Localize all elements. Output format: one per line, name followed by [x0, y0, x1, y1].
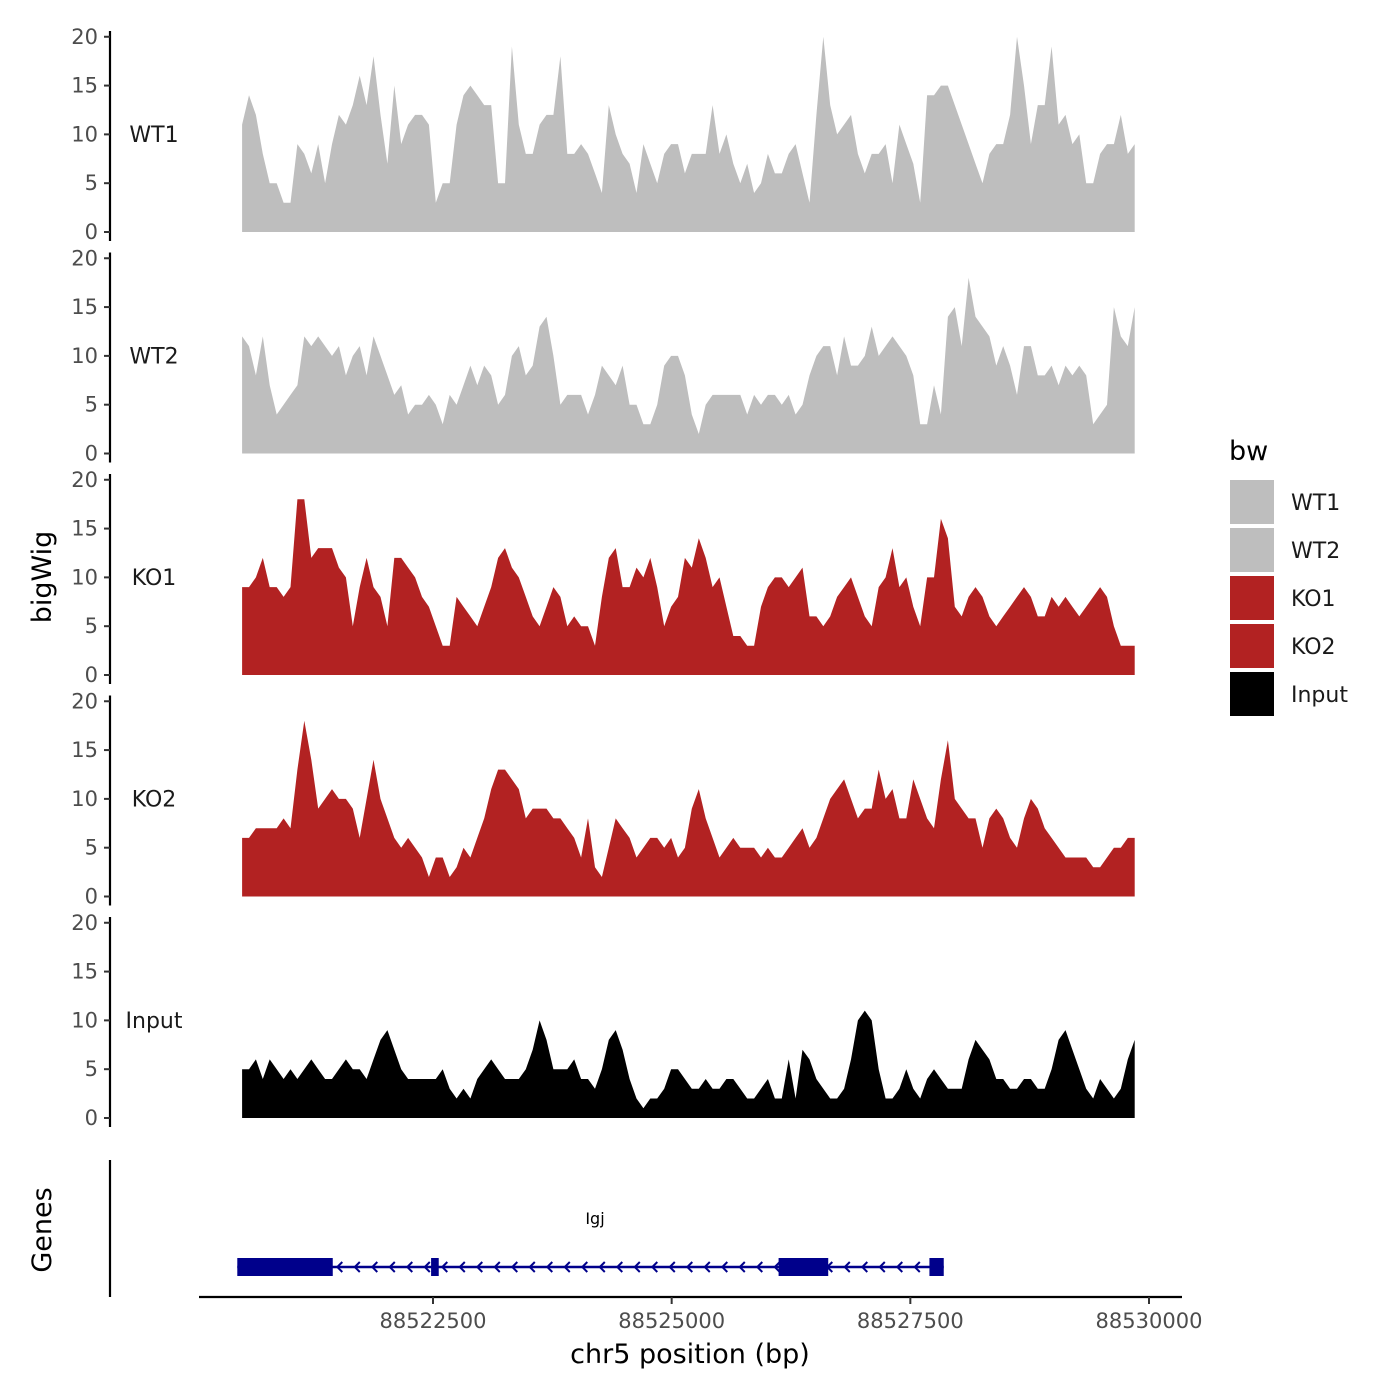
y-tick-label: 15: [71, 74, 98, 98]
strand-arrow: [388, 1261, 396, 1273]
coverage-area-ko2: [242, 720, 1135, 897]
y-tick-label: 5: [85, 1057, 98, 1081]
legend-key-wt2: [1230, 528, 1274, 572]
track-wt2: 0 5 10 15 20 WT2: [71, 246, 1135, 466]
genes-panel-title: Genes: [27, 1187, 58, 1272]
y-tick-label: 20: [71, 246, 98, 270]
legend-key-input: [1230, 672, 1274, 716]
x-tick-label: 88525000: [618, 1309, 725, 1333]
y-tick-label: 20: [71, 25, 98, 49]
strand-arrow: [843, 1261, 851, 1273]
legend-key-wt1: [1230, 480, 1274, 524]
legend-label: WT1: [1291, 491, 1340, 516]
strand-arrow: [738, 1261, 746, 1273]
strand-arrow: [598, 1261, 606, 1273]
y-tick-label: 15: [71, 517, 98, 541]
legend-label: Input: [1291, 683, 1348, 708]
strand-arrow: [773, 1261, 781, 1273]
strand-arrow: [353, 1261, 361, 1273]
strand-arrow: [895, 1261, 904, 1273]
y-tick-label: 15: [71, 960, 98, 984]
x-tick-label: 88522500: [380, 1309, 487, 1333]
y-tick-label: 20: [71, 468, 98, 492]
strand-arrow: [913, 1261, 921, 1273]
strand-arrow: [685, 1261, 694, 1273]
strand-arrow: [580, 1261, 589, 1273]
track-label: WT1: [129, 123, 178, 148]
y-tick-label: 15: [71, 738, 98, 762]
coverage-area-wt1: [242, 36, 1135, 232]
strand-arrow: [650, 1261, 659, 1273]
y-tick-label: 20: [71, 689, 98, 713]
y-tick-label: 0: [85, 442, 98, 466]
track-label: KO1: [132, 566, 177, 591]
y-tick-label: 10: [71, 565, 98, 589]
strand-arrow: [440, 1261, 449, 1273]
strand-arrow: [458, 1261, 466, 1273]
x-axis: 88522500 88525000 88527500 88530000: [199, 1295, 1203, 1333]
legend-key-ko1: [1230, 576, 1274, 620]
track-ko1: 0 5 10 15 20 KO1: [71, 468, 1135, 687]
coverage-area-input: [242, 1010, 1135, 1118]
track-ko2: 0 5 10 15 20 KO2: [71, 689, 1135, 909]
y-tick-label: 10: [71, 344, 98, 368]
y-tick-label: 10: [71, 787, 98, 811]
x-tick-label: 88527500: [857, 1309, 964, 1333]
y-tick-label: 5: [85, 614, 98, 638]
strand-arrow: [615, 1261, 624, 1273]
coverage-area-ko1: [242, 499, 1135, 675]
strand-arrow: [475, 1261, 484, 1273]
gene-panel: [108, 1160, 944, 1297]
gene-label: Igj: [585, 1209, 604, 1228]
gene-exon: [431, 1258, 439, 1276]
strand-arrow: [423, 1261, 431, 1273]
strand-arrow: [878, 1261, 886, 1273]
track-input: 0 5 10 15 20 Input: [71, 911, 1135, 1130]
strand-arrow: [370, 1261, 379, 1273]
y-tick-label: 0: [85, 663, 98, 687]
track-wt1: 0 5 10 15 20 WT1: [71, 25, 1135, 244]
strand-arrow: [493, 1261, 501, 1273]
strand-arrow: [405, 1261, 414, 1273]
y-axis-title: bigWig: [27, 531, 58, 624]
strand-arrow: [860, 1261, 869, 1273]
y-tick-label: 5: [85, 171, 98, 195]
strand-arrow: [668, 1261, 676, 1273]
strand-arrow: [335, 1261, 344, 1273]
legend-title: bw: [1229, 436, 1268, 467]
legend-label: WT2: [1291, 539, 1340, 564]
strand-arrow: [563, 1261, 571, 1273]
y-tick-label: 0: [85, 885, 98, 909]
strand-arrow: [755, 1261, 764, 1273]
strand-arrow: [720, 1261, 729, 1273]
gene-exon: [778, 1258, 829, 1276]
track-label: Input: [126, 1009, 183, 1034]
gene-exon: [929, 1258, 944, 1276]
y-tick-label: 10: [71, 1008, 98, 1032]
track-label: WT2: [129, 345, 178, 370]
legend-label: KO1: [1291, 587, 1336, 612]
y-tick-label: 5: [85, 836, 98, 860]
strand-arrow: [703, 1261, 711, 1273]
y-tick-label: 5: [85, 393, 98, 417]
tracks-group: 0 5 10 15 20 WT1 0 5 10 15 20 WT2 0 5 10 15 20 KO1 0 5 10 15 2…: [71, 25, 1135, 1130]
y-tick-label: 10: [71, 122, 98, 146]
strand-arrow: [545, 1261, 554, 1273]
gene-exon: [237, 1258, 333, 1276]
legend-key-ko2: [1230, 624, 1274, 668]
strand-arrow: [510, 1261, 519, 1273]
x-tick-label: 88530000: [1096, 1309, 1203, 1333]
y-tick-label: 0: [85, 1106, 98, 1130]
y-tick-label: 20: [71, 911, 98, 935]
strand-arrow: [528, 1261, 536, 1273]
y-tick-label: 15: [71, 295, 98, 319]
coverage-area-wt2: [242, 277, 1135, 454]
strand-arrow: [633, 1261, 641, 1273]
y-tick-label: 0: [85, 220, 98, 244]
x-axis-title: chr5 position (bp): [570, 1339, 810, 1370]
track-label: KO2: [132, 788, 177, 813]
legend: WT1 WT2 KO1 KO2 Input: [1230, 480, 1348, 716]
legend-label: KO2: [1291, 635, 1336, 660]
